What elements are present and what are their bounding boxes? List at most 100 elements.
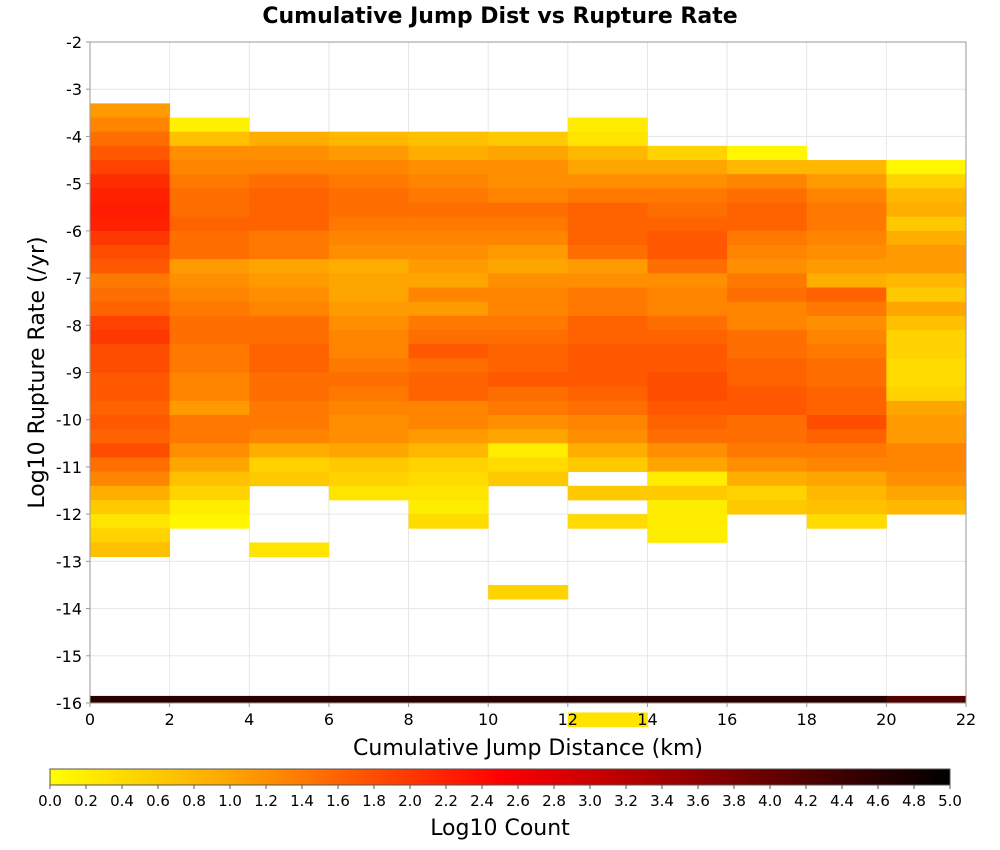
heatmap-cell	[249, 259, 330, 274]
heatmap-cell	[408, 174, 489, 189]
y-tick-label: -14	[56, 600, 82, 619]
heatmap-cell	[806, 273, 887, 288]
heatmap-cell	[806, 358, 887, 373]
heatmap-cell	[806, 499, 887, 515]
heatmap-cell-bottom	[886, 695, 967, 703]
y-tick-label: -5	[66, 175, 82, 194]
heatmap-cell	[488, 386, 569, 402]
heatmap-cell	[488, 584, 569, 600]
heatmap-cell	[886, 443, 967, 458]
heatmap-cell	[647, 443, 728, 458]
heatmap-cell	[567, 202, 648, 218]
heatmap-cell	[886, 471, 967, 487]
heatmap-cell	[169, 117, 250, 133]
heatmap-cell	[886, 273, 967, 288]
y-tick-label: -10	[56, 411, 82, 430]
heatmap-cell	[408, 259, 489, 274]
colorbar-tick-label: 2.2	[434, 792, 458, 810]
heatmap-cell	[806, 315, 887, 331]
heatmap-cell	[647, 202, 728, 218]
heatmap-cell	[806, 372, 887, 388]
heatmap-cell	[567, 400, 648, 416]
heatmap-cell	[249, 542, 330, 558]
heatmap-cell	[727, 471, 808, 487]
heatmap-cell	[727, 259, 808, 274]
heatmap-cell	[169, 188, 250, 203]
heatmap-cell	[249, 188, 330, 203]
heatmap-cell	[169, 514, 250, 529]
heatmap-cell	[169, 457, 250, 473]
heatmap-cell	[328, 372, 409, 388]
heatmap-cell	[408, 414, 489, 430]
y-tick-label: -7	[66, 269, 82, 288]
heatmap-cell	[169, 202, 250, 218]
heatmap-cell	[328, 273, 409, 288]
heatmap-cell	[567, 485, 648, 501]
heatmap-cell	[886, 344, 967, 359]
heatmap-cell	[488, 330, 569, 345]
heatmap-cell	[488, 245, 569, 260]
heatmap-cell	[567, 414, 648, 430]
y-tick-label: -8	[66, 316, 82, 335]
y-tick-label: -12	[56, 505, 82, 524]
heatmap-cell	[488, 301, 569, 317]
heatmap-cell	[727, 230, 808, 246]
heatmap-cell	[567, 230, 648, 246]
heatmap-cell	[90, 386, 171, 402]
heatmap-cell	[567, 273, 648, 288]
heatmap-cell	[647, 514, 728, 529]
heatmap-cell	[328, 400, 409, 416]
heatmap-cell	[886, 429, 967, 444]
heatmap-cell	[408, 202, 489, 218]
heatmap-cell	[249, 443, 330, 458]
y-axis-label: Log10 Rupture Rate (/yr)	[25, 236, 50, 508]
heatmap-cell	[249, 344, 330, 359]
heatmap-cell	[886, 245, 967, 260]
colorbar-tick-label: 1.8	[362, 792, 386, 810]
heatmap-cell	[169, 372, 250, 388]
x-tick-label: 18	[797, 710, 817, 729]
heatmap-cell	[169, 145, 250, 161]
heatmap-cell	[727, 372, 808, 388]
heatmap-cell	[567, 358, 648, 373]
heatmap-cell	[647, 174, 728, 189]
heatmap-cell	[567, 301, 648, 317]
colorbar-tick-label: 4.2	[794, 792, 818, 810]
heatmap-cell	[90, 499, 171, 515]
x-tick-label: 8	[403, 710, 413, 729]
colorbar-tick-label: 3.2	[614, 792, 638, 810]
heatmap-cell	[806, 301, 887, 317]
heatmap-cell	[90, 471, 171, 487]
heatmap-cell	[488, 372, 569, 388]
heatmap-cell	[727, 386, 808, 402]
colorbar-tick-label: 0.0	[38, 792, 62, 810]
heatmap-cell	[90, 160, 171, 175]
heatmap-cell	[488, 443, 569, 458]
heatmap-cell	[90, 301, 171, 317]
heatmap-cell	[90, 429, 171, 444]
heatmap-cell	[488, 230, 569, 246]
heatmap-cell	[328, 429, 409, 444]
heatmap-cell	[328, 301, 409, 317]
heatmap-cell	[806, 457, 887, 473]
heatmap-cell	[806, 400, 887, 416]
heatmap-cell	[408, 145, 489, 161]
heatmap-cell	[408, 344, 489, 359]
heatmap-cell	[727, 301, 808, 317]
x-tick-label: 22	[956, 710, 976, 729]
heatmap-cell	[328, 344, 409, 359]
heatmap-cell	[90, 287, 171, 303]
heatmap-cell	[886, 358, 967, 373]
heatmap-cell	[169, 174, 250, 189]
heatmap-cell	[727, 216, 808, 232]
heatmap-cell	[647, 287, 728, 303]
colorbar-tick-label: 1.4	[290, 792, 314, 810]
heatmap-cell	[249, 414, 330, 430]
heatmap-cell	[408, 245, 489, 260]
heatmap-cell	[567, 160, 648, 175]
colorbar-tick-label: 0.2	[74, 792, 98, 810]
heatmap-cell	[727, 330, 808, 345]
heatmap-cell	[567, 216, 648, 232]
heatmap-cell	[647, 188, 728, 203]
heatmap-cell	[806, 174, 887, 189]
